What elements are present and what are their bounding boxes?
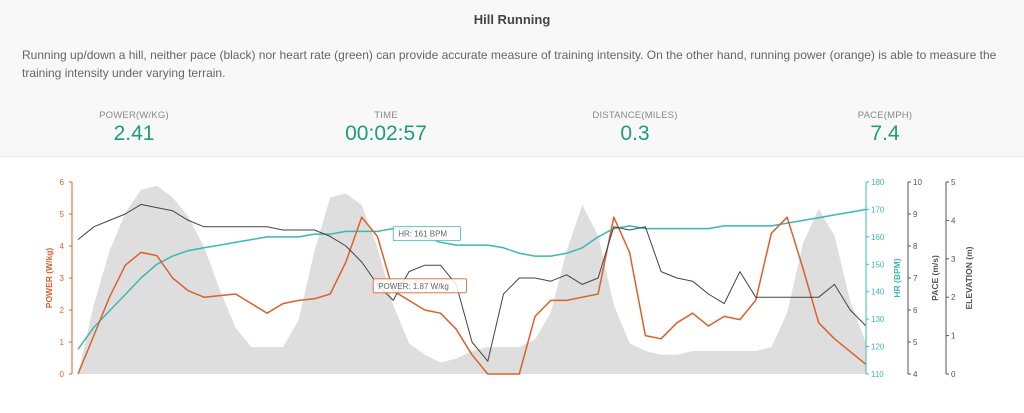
hr-tooltip-label: HR: 161 BPM [398,230,447,239]
metric-distance: DISTANCE(MILES) 0.3 [545,110,725,146]
hr-axis-title: HR (BPM) [892,258,902,297]
hr-tick-label: 180 [871,178,885,187]
power-tick-label: 4 [60,242,65,251]
description-text: Running up/down a hill, neither pace (bl… [22,48,997,80]
power-tick-label: 5 [60,210,65,219]
pace-tick-label: 9 [913,210,918,219]
hr-tick-label: 110 [871,370,884,379]
metric-pace-value: 7.4 [870,122,900,145]
elevation-axis-title: ELEVATION (m) [964,246,974,309]
pace-line [77,203,867,362]
hr-tick-label: 170 [871,205,885,214]
page-title: Hill Running [473,12,551,27]
elevation-tick-label: 3 [951,255,956,264]
power-axis-title: POWER (W/kg) [44,248,54,309]
pace-tick-label: 5 [913,338,918,347]
power-tooltip-label: POWER: 1.87 W/kg [378,282,449,291]
elevation-tick-label: 2 [951,293,956,302]
pace-tick-label: 6 [913,306,918,315]
metric-distance-label: DISTANCE(MILES) [592,110,678,121]
elevation-area [78,185,866,374]
power-tick-label: 1 [60,338,65,347]
chart-area[interactable]: 0 1 2 3 4 5 6 POWER (W/kg) 110 120 130 140 150 160 170… [0,156,1024,408]
pace-axis-title: PACE (m/s) [930,255,940,301]
pace-tick-label: 4 [913,370,918,379]
elevation-tick-label: 0 [951,370,956,379]
metric-time-label: TIME [374,110,398,121]
summary-panel: Hill Running Running up/down a hill, nei… [0,0,1024,157]
power-tick-label: 6 [60,178,65,187]
hr-tick-label: 130 [871,315,885,324]
elevation-tick-label: 5 [951,178,956,187]
elevation-tick-label: 1 [951,332,956,341]
metric-time-value: 00:02:57 [345,122,427,145]
metric-power: POWER(W/KG) 2.41 [44,110,224,146]
elevation-tick-label: 4 [951,216,956,225]
power-tooltip-box [372,278,467,294]
power-line [77,216,867,375]
hr-tick-label: 160 [871,233,885,242]
pace-tick-label: 8 [913,242,918,251]
hr-tick-label: 140 [871,288,885,297]
hr-tick-label: 150 [871,260,885,269]
power-tick-label: 0 [60,370,65,379]
metric-pace: PACE(MPH) 7.4 [795,110,975,146]
metric-power-label: POWER(W/KG) [99,110,169,121]
pace-tick-label: 10 [913,178,922,187]
power-tick-label: 2 [60,306,65,315]
hr-tooltip-box [392,226,461,242]
metric-distance-value: 0.3 [620,122,650,145]
power-tick-label: 3 [60,274,65,283]
hr-line [77,208,867,350]
metric-power-value: 2.41 [113,122,155,145]
metric-time: TIME 00:02:57 [296,110,476,146]
pace-tick-label: 7 [913,274,918,283]
hr-tick-label: 120 [871,343,885,352]
metric-pace-label: PACE(MPH) [857,110,913,121]
